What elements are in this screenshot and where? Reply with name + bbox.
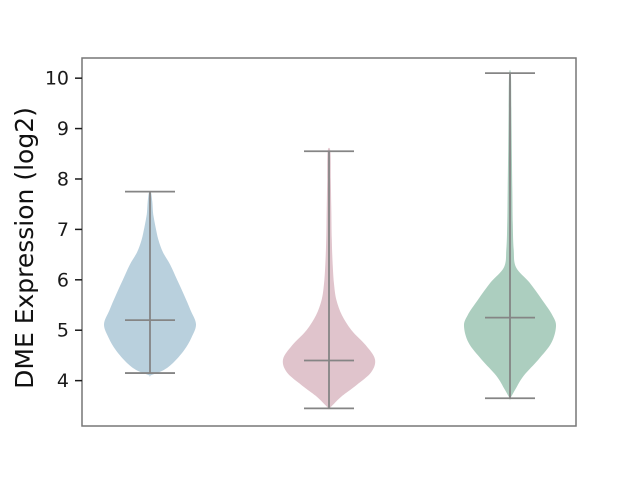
y-tick-label: 4	[57, 370, 69, 392]
y-tick-label: 5	[57, 320, 69, 342]
whiskers-and-medians-group	[125, 72, 535, 410]
y-tick-label: 10	[45, 68, 69, 90]
plot-frame	[81, 57, 577, 427]
y-tick-label: 7	[57, 219, 69, 241]
violins-group	[103, 69, 557, 410]
y-axis-ticks-group: 4 5 6 7 8 9 10	[45, 68, 82, 392]
y-axis-title: DME Expression (log2)	[10, 107, 39, 389]
y-tick-label: 9	[57, 118, 69, 140]
y-tick-label: 8	[57, 168, 69, 190]
y-tick-label: 6	[57, 269, 69, 291]
